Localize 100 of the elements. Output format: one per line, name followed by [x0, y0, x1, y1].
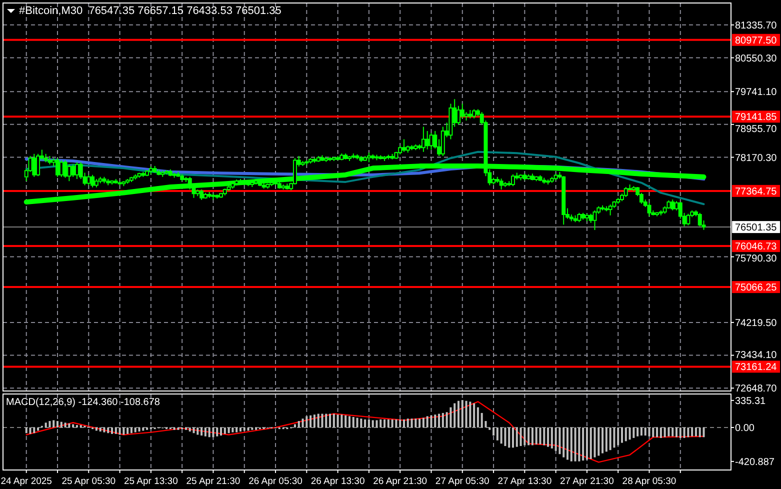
bar: [539, 427, 542, 444]
bar: [454, 403, 456, 428]
candlestick: [59, 160, 64, 178]
bar: [664, 427, 666, 438]
candlestick: [285, 183, 290, 190]
bar: [332, 414, 335, 428]
bar: [302, 418, 304, 428]
bar: [582, 427, 584, 461]
candlestick: [546, 178, 550, 185]
candlestick: [390, 153, 394, 160]
bar: [313, 414, 316, 428]
x-tick-label: 25 Apr 21:30: [186, 476, 240, 487]
bar: [243, 427, 246, 431]
bar: [236, 427, 238, 432]
candlestick: [312, 157, 316, 164]
candlestick: [219, 192, 224, 198]
candlestick: [118, 180, 122, 186]
bar: [602, 427, 604, 454]
bar: [520, 427, 522, 446]
bar: [418, 418, 421, 428]
candlestick: [421, 126, 426, 152]
bar: [321, 414, 324, 428]
bar: [200, 427, 203, 436]
ref-line-label: 76046.73: [735, 242, 778, 253]
candlestick: [102, 176, 106, 184]
bar: [512, 427, 514, 448]
bar: [465, 400, 468, 428]
bar: [450, 407, 452, 428]
bar: [508, 427, 510, 448]
bar: [640, 427, 642, 436]
bar: [239, 427, 242, 432]
candlestick: [156, 168, 161, 176]
candlestick: [203, 192, 208, 200]
candlestick: [538, 174, 542, 182]
candlestick: [534, 176, 538, 182]
candlestick: [370, 154, 375, 160]
bar: [617, 427, 620, 446]
candlestick: [562, 176, 566, 226]
bar: [395, 419, 398, 428]
candlestick: [98, 176, 102, 184]
bar: [480, 412, 483, 428]
candlestick: [340, 153, 344, 161]
bar: [691, 427, 694, 436]
candlestick: [94, 178, 98, 188]
bar: [624, 427, 627, 442]
bar: [72, 424, 74, 428]
candlestick: [168, 168, 172, 177]
bar: [605, 427, 608, 452]
bar: [687, 427, 690, 438]
candlestick: [351, 153, 356, 160]
candlestick: [71, 164, 76, 178]
bar: [632, 427, 635, 438]
candlestick: [386, 154, 390, 160]
candlestick: [250, 180, 254, 188]
bar: [48, 421, 51, 428]
bar: [457, 400, 460, 428]
candlestick: [200, 188, 204, 200]
bar: [111, 427, 114, 434]
bar: [146, 427, 148, 430]
candlestick: [196, 188, 200, 197]
candlestick: [48, 156, 52, 165]
bar: [598, 427, 600, 456]
candlestick: [468, 110, 472, 119]
bar: [325, 414, 328, 428]
bar: [348, 416, 350, 428]
bar: [469, 402, 472, 428]
bar: [574, 427, 576, 462]
candlestick: [510, 174, 515, 187]
bar: [368, 419, 370, 428]
bar: [44, 422, 47, 428]
candlestick: [503, 181, 508, 188]
candlestick: [137, 172, 142, 178]
bar: [134, 427, 136, 432]
bar: [496, 427, 498, 440]
bar: [613, 427, 616, 448]
bar: [410, 418, 413, 428]
bar: [399, 419, 402, 428]
bar: [138, 427, 140, 432]
candlestick: [32, 153, 36, 178]
bar: [414, 418, 417, 428]
bar: [356, 418, 358, 428]
bar: [434, 414, 436, 428]
candlestick: [347, 156, 352, 162]
bar: [118, 427, 121, 435]
y-tick-label: 81335.70: [735, 20, 778, 32]
candlestick: [281, 184, 286, 190]
bar: [384, 419, 386, 428]
candlestick: [608, 204, 612, 216]
bar: [208, 427, 210, 438]
bar: [352, 416, 354, 428]
bar: [406, 418, 409, 428]
bar: [99, 427, 102, 432]
bar: [628, 427, 631, 440]
candlestick: [573, 214, 578, 223]
bar: [380, 419, 382, 428]
candlestick: [686, 213, 690, 226]
candlestick: [122, 180, 126, 187]
candlestick: [655, 212, 660, 217]
candlestick: [254, 178, 258, 185]
candlestick: [152, 166, 157, 174]
